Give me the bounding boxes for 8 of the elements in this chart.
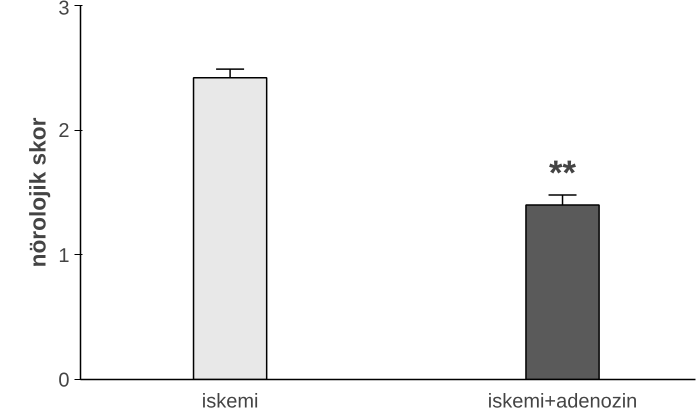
- y-tick-label: 0: [58, 370, 70, 392]
- x-tick-label: iskemi+adenozin: [488, 390, 638, 412]
- y-tick-label: 2: [58, 120, 70, 142]
- y-tick-label: 3: [58, 0, 70, 20]
- y-axis-title: nörolojik skor: [24, 117, 50, 268]
- annotation: **: [549, 154, 577, 192]
- x-tick-label: iskemi: [202, 390, 258, 412]
- y-tick-label: 1: [58, 244, 70, 267]
